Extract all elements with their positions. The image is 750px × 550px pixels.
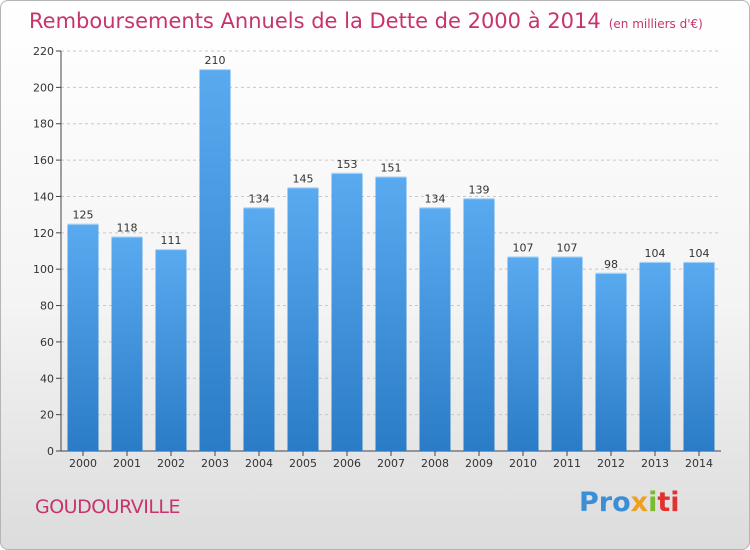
bar: [639, 261, 671, 451]
bar-value-label: 134: [425, 192, 446, 205]
bar-value-label: 134: [249, 192, 270, 205]
x-tick-label: 2005: [289, 457, 317, 470]
bar: [375, 176, 407, 452]
proxiti-logo: Proxiti: [579, 487, 680, 518]
logo-part-4: ti: [657, 487, 680, 518]
y-tick-label: 200: [33, 81, 54, 94]
bar: [683, 261, 715, 451]
bar-value-label: 153: [337, 158, 358, 171]
x-tick-label: 2004: [245, 457, 273, 470]
bar-value-label: 98: [604, 258, 618, 271]
x-tick-label: 2007: [377, 457, 405, 470]
bar-value-label: 111: [161, 234, 182, 247]
y-tick-label: 160: [33, 154, 54, 167]
x-tick-label: 2014: [685, 457, 713, 470]
bar-value-label: 151: [381, 161, 402, 174]
logo-part-1: Pro: [579, 487, 631, 518]
bar-value-label: 210: [205, 54, 226, 67]
labels: 0 20 40 60 80 100 120 140 160 180 200 220 125 2000 118…: [33, 45, 713, 470]
bar: [419, 207, 451, 451]
x-tick-label: 2003: [201, 457, 229, 470]
bar: [287, 187, 319, 451]
chart-subtitle: (en milliers d'€): [608, 17, 703, 31]
x-tick-label: 2002: [157, 457, 185, 470]
bar: [67, 223, 99, 451]
x-tick-label: 2012: [597, 457, 625, 470]
x-tick-label: 2010: [509, 457, 537, 470]
bar-value-label: 145: [293, 172, 314, 185]
bar: [155, 249, 187, 451]
bar: [243, 207, 275, 451]
bar-value-label: 104: [645, 247, 666, 260]
y-tick-label: 80: [40, 300, 54, 313]
bar-value-label: 107: [557, 241, 578, 254]
chart-title: Remboursements Annuels de la Dette de 20…: [29, 9, 703, 33]
bar-value-label: 118: [117, 221, 138, 234]
x-tick-label: 2008: [421, 457, 449, 470]
y-tick-label: 100: [33, 263, 54, 276]
y-tick-label: 60: [40, 336, 54, 349]
bars: [67, 69, 715, 452]
commune-name: GOUDOURVILLE: [35, 496, 181, 518]
x-tick-label: 2011: [553, 457, 581, 470]
bar: [551, 256, 583, 451]
bar: [595, 272, 627, 451]
logo-part-3: i: [648, 487, 658, 518]
logo-part-2: x: [630, 487, 649, 518]
x-tick-label: 2009: [465, 457, 493, 470]
y-tick-label: 40: [40, 372, 54, 385]
bar: [331, 172, 363, 451]
bar-value-label: 107: [513, 241, 534, 254]
y-tick-label: 0: [47, 445, 54, 458]
bar: [111, 236, 143, 451]
y-tick-label: 20: [40, 409, 54, 422]
bar-value-label: 125: [73, 209, 94, 222]
bar: [507, 256, 539, 451]
bar-value-label: 104: [689, 247, 710, 260]
y-tick-label: 180: [33, 118, 54, 131]
x-tick-label: 2006: [333, 457, 361, 470]
y-tick-label: 220: [33, 45, 54, 58]
bar: [463, 198, 495, 451]
chart-title-text: Remboursements Annuels de la Dette de 20…: [29, 9, 601, 33]
y-tick-label: 140: [33, 190, 54, 203]
bar-value-label: 139: [469, 183, 490, 196]
x-tick-label: 2001: [113, 457, 141, 470]
x-tick-label: 2013: [641, 457, 669, 470]
x-tick-label: 2000: [69, 457, 97, 470]
y-tick-label: 120: [33, 227, 54, 240]
bar: [199, 69, 231, 451]
